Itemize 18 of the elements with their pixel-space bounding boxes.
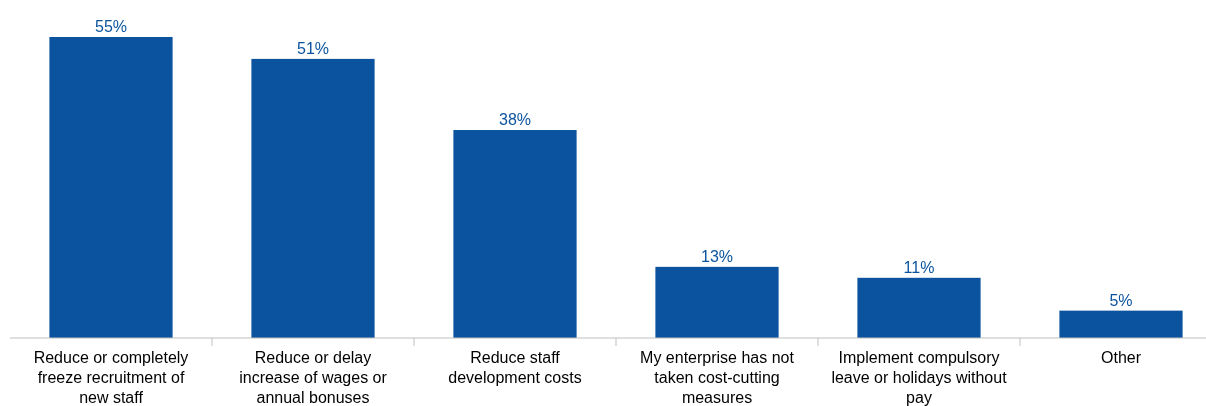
x-tick-label: Implement compulsory leave or holidays without pay <box>831 349 1008 406</box>
data-label: 51% <box>296 39 330 57</box>
data-label: 13% <box>700 247 734 265</box>
bar <box>1059 310 1183 338</box>
bar <box>453 130 577 338</box>
bar <box>251 58 375 338</box>
bar <box>655 266 779 338</box>
data-label: 55% <box>94 18 128 35</box>
x-tick-label: Reduce or delay increase of wages or annual bonuses <box>239 349 388 406</box>
x-tick-label: Other <box>1100 349 1142 366</box>
bar <box>49 37 173 338</box>
x-tick-label: Reduce staff development costs <box>448 349 582 386</box>
x-tick-label: My enterprise has not taken cost-cutting measures <box>640 349 795 406</box>
data-label: 5% <box>1109 291 1133 309</box>
data-label: 38% <box>498 111 532 129</box>
data-label: 11% <box>903 258 935 276</box>
bar <box>857 277 981 338</box>
x-tick-label: Reduce or completely freeze recruitment of new staff <box>33 349 189 406</box>
